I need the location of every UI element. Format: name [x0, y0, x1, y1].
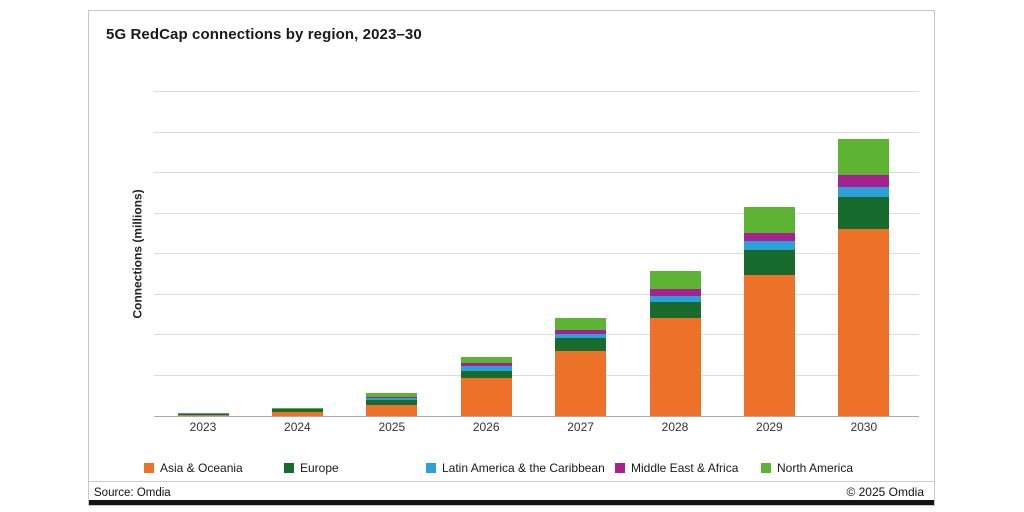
chart-card: 5G RedCap connections by region, 2023–30…	[88, 10, 935, 506]
bar-2026	[460, 356, 512, 416]
bar-segment	[271, 407, 323, 409]
bar-segment	[838, 138, 890, 176]
x-tick-label: 2024	[284, 420, 311, 434]
legend-item: Europe	[284, 461, 339, 475]
gridline	[154, 334, 919, 335]
bar-2030	[838, 138, 890, 416]
legend-label: Middle East & Africa	[631, 461, 739, 475]
bar-2029	[743, 206, 795, 416]
bar-2027	[555, 318, 607, 416]
legend-label: North America	[777, 461, 854, 475]
bar-segment	[460, 365, 512, 371]
gridline	[154, 374, 919, 376]
plot-area: 2023 2024 2025 2026 2027 2028 2029 2030	[154, 91, 919, 434]
bar-segment	[743, 206, 795, 233]
bar-segment	[366, 397, 418, 399]
bar-segment	[555, 329, 607, 335]
source-label: Source: Omdia	[94, 487, 171, 499]
gridline	[154, 131, 919, 133]
bar-2023	[177, 412, 229, 416]
legend: Asia & Oceania Europe Latin America & the …	[89, 461, 934, 481]
bar-segment	[271, 412, 323, 416]
bar-segment	[555, 350, 607, 416]
legend-swatch	[426, 463, 436, 473]
legend-swatch	[284, 463, 294, 473]
x-tick-label: 2028	[661, 420, 689, 434]
footer-divider	[89, 481, 934, 482]
bar-segment	[555, 334, 607, 339]
bar-segment	[366, 405, 418, 416]
legend-swatch	[144, 463, 154, 473]
chart-title: 5G RedCap connections by region, 2023–30	[106, 26, 422, 43]
bar-2028	[649, 271, 701, 416]
gridline	[154, 172, 919, 173]
gridline	[154, 91, 919, 92]
gridline	[154, 293, 919, 295]
y-axis-label-container: Connections (millions)	[127, 92, 149, 416]
bar-segment	[743, 274, 795, 416]
bar-segment	[271, 409, 323, 413]
x-tick-label: 2029	[756, 420, 783, 434]
y-axis-label: Connections (millions)	[131, 189, 145, 319]
bar-segment	[366, 399, 418, 406]
bar-segment	[649, 289, 701, 297]
bar-segment	[649, 296, 701, 302]
legend-swatch	[615, 463, 625, 473]
bar-2025	[366, 392, 418, 416]
legend-item: North America	[761, 461, 853, 475]
x-tick-label: 2025	[378, 420, 406, 434]
bar-segment	[838, 186, 890, 198]
bar-segment	[460, 362, 512, 366]
gridline	[154, 253, 919, 254]
x-tick-label: 2023	[189, 420, 217, 434]
x-tick-label: 2027	[567, 420, 594, 434]
bar-segment	[555, 318, 607, 330]
gridline	[154, 212, 919, 214]
bottom-accent-bar	[89, 500, 934, 505]
bar-segment	[649, 301, 701, 319]
bar-2024	[271, 407, 323, 416]
copyright-label: © 2025 Omdia	[846, 485, 924, 499]
bar-segment	[838, 175, 890, 187]
legend-item: Latin America & the Caribbean	[426, 461, 605, 475]
x-tick-label: 2030	[850, 420, 878, 434]
bar-segment	[177, 413, 229, 415]
bar-segment	[649, 271, 701, 290]
bar-segment	[743, 241, 795, 251]
x-tick-label: 2026	[472, 420, 500, 434]
bar-segment	[366, 398, 418, 400]
bar-segment	[649, 318, 701, 416]
bar-segment	[743, 232, 795, 242]
bar-segment	[460, 378, 512, 416]
bar-segment	[460, 356, 512, 363]
bar-segment	[838, 197, 890, 229]
legend-swatch	[761, 463, 771, 473]
legend-label: Asia & Oceania	[160, 461, 243, 475]
legend-label: Europe	[300, 461, 339, 475]
bar-segment	[177, 415, 229, 416]
bar-segment	[366, 392, 418, 398]
bar-segment	[743, 250, 795, 275]
bar-segment	[460, 370, 512, 379]
legend-label: Latin America & the Caribbean	[442, 461, 605, 475]
legend-item: Asia & Oceania	[144, 461, 243, 475]
bar-segment	[555, 338, 607, 351]
legend-item: Middle East & Africa	[615, 461, 738, 475]
bar-segment	[838, 228, 890, 416]
